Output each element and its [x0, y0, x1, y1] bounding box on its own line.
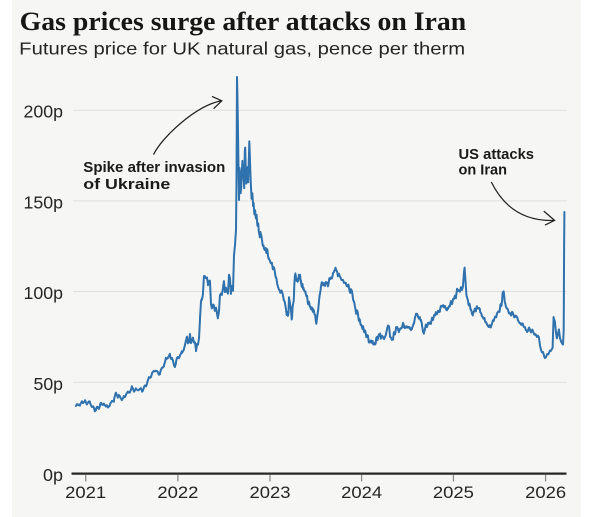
- svg-text:50p: 50p: [34, 374, 64, 394]
- svg-text:2021: 2021: [65, 483, 106, 502]
- svg-text:2026: 2026: [525, 483, 566, 502]
- svg-text:2023: 2023: [250, 483, 291, 502]
- svg-text:200p: 200p: [24, 102, 64, 122]
- svg-text:Spike after invasion: Spike after invasion: [83, 159, 225, 176]
- svg-text:2025: 2025: [433, 483, 474, 502]
- svg-text:of Ukraine: of Ukraine: [83, 176, 170, 193]
- svg-text:0p: 0p: [43, 465, 63, 485]
- svg-text:2024: 2024: [341, 483, 382, 502]
- svg-text:100p: 100p: [24, 283, 64, 303]
- svg-text:Futures price for UK natural g: Futures price for UK natural gas, pence …: [19, 38, 465, 58]
- svg-text:US attacks: US attacks: [459, 146, 535, 163]
- svg-text:on Iran: on Iran: [459, 162, 508, 179]
- svg-text:Gas prices surge after attacks: Gas prices surge after attacks on Iran: [20, 6, 467, 36]
- svg-text:150p: 150p: [24, 192, 64, 212]
- svg-text:2022: 2022: [157, 483, 198, 502]
